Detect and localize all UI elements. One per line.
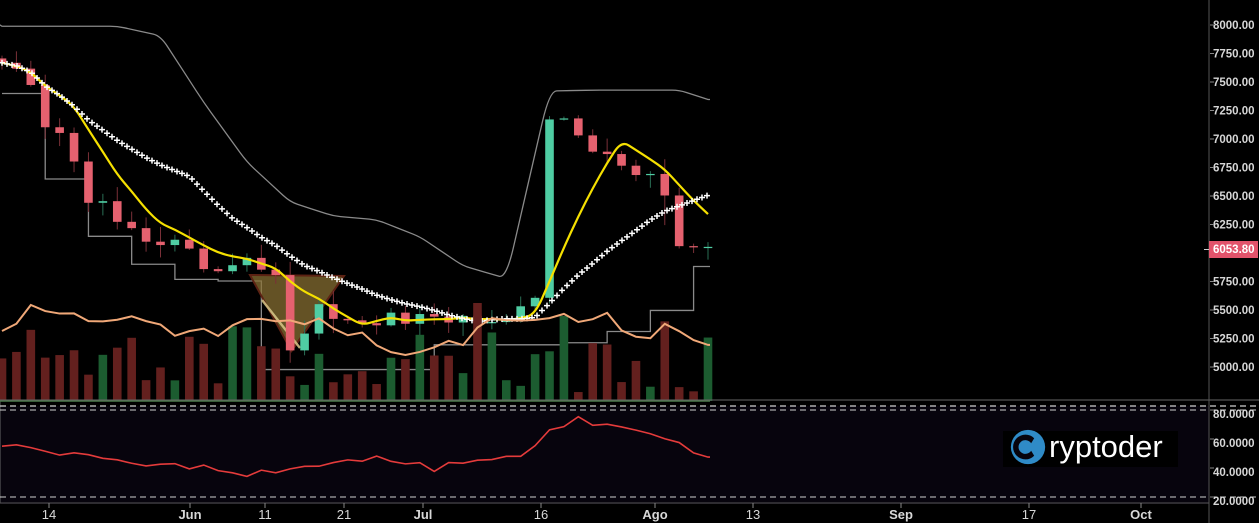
svg-text:7250.00: 7250.00 — [1213, 106, 1255, 118]
svg-text:Jul: Jul — [414, 507, 433, 522]
svg-text:Jun: Jun — [178, 507, 201, 522]
svg-text:6750.00: 6750.00 — [1213, 163, 1255, 175]
svg-text:11: 11 — [258, 507, 272, 522]
svg-text:16: 16 — [534, 507, 548, 522]
svg-text:6500.00: 6500.00 — [1213, 191, 1255, 203]
svg-text:Ago: Ago — [642, 507, 667, 522]
svg-text:7500.00: 7500.00 — [1213, 77, 1255, 89]
svg-text:Sep: Sep — [889, 507, 913, 522]
svg-text:14: 14 — [42, 507, 56, 522]
svg-text:7000.00: 7000.00 — [1213, 134, 1255, 146]
svg-text:21: 21 — [337, 507, 351, 522]
svg-text:20.0000: 20.0000 — [1213, 496, 1255, 508]
svg-text:5750.00: 5750.00 — [1213, 277, 1255, 289]
svg-text:8000.00: 8000.00 — [1213, 20, 1255, 32]
svg-text:6053.80: 6053.80 — [1213, 244, 1255, 256]
svg-text:17: 17 — [1022, 507, 1036, 522]
svg-text:5500.00: 5500.00 — [1213, 305, 1255, 317]
svg-text:7750.00: 7750.00 — [1213, 49, 1255, 61]
svg-text:5250.00: 5250.00 — [1213, 334, 1255, 346]
svg-text:40.0000: 40.0000 — [1213, 467, 1255, 479]
svg-text:5000.00: 5000.00 — [1213, 362, 1255, 374]
svg-text:6250.00: 6250.00 — [1213, 220, 1255, 232]
svg-text:80.0000: 80.0000 — [1213, 409, 1255, 421]
svg-text:Oct: Oct — [1130, 507, 1152, 522]
svg-text:13: 13 — [746, 507, 760, 522]
